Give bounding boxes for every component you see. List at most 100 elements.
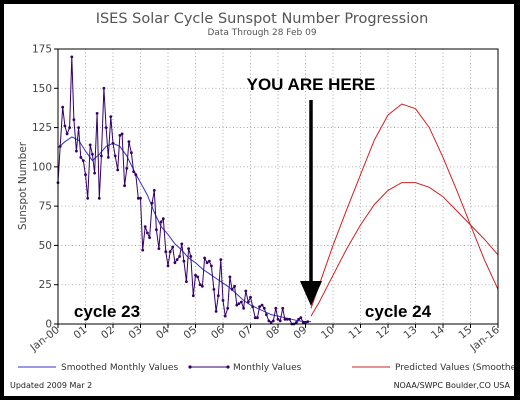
x-tick-label: 15: [456, 324, 474, 342]
x-tick-label: 01: [71, 324, 89, 342]
x-tick-label: 10: [319, 324, 337, 342]
legend-label: Predicted Values (Smoothed): [395, 363, 514, 373]
monthly-value-point: [141, 248, 145, 252]
monthly-value-point: [283, 317, 287, 321]
chart-subtitle: Data Through 28 Feb 09: [207, 28, 316, 38]
x-tick-label: 04: [154, 324, 172, 342]
monthly-value-point: [102, 86, 106, 90]
monthly-value-point: [175, 258, 179, 261]
monthly-value-point: [139, 196, 142, 200]
monthly-value-point: [244, 289, 248, 293]
x-tick-label: Jan-16: [467, 324, 502, 355]
monthly-value-point: [143, 225, 147, 229]
monthly-value-point: [306, 320, 310, 323]
monthly-value-point: [77, 126, 80, 129]
monthly-value-point: [265, 313, 268, 316]
monthly-value-point: [95, 112, 99, 115]
cycle-23-label: cycle 23: [74, 302, 140, 321]
chart-title: ISES Solar Cycle Sunspot Number Progress…: [96, 11, 429, 27]
x-tick-label: 07: [236, 324, 254, 342]
chart-frame: ISES Solar Cycle Sunspot Number Progress…: [4, 4, 514, 396]
monthly-value-point: [214, 310, 218, 313]
x-tick-label: 12: [374, 324, 392, 342]
grid-layer: [58, 49, 498, 324]
y-tick-label: 50: [39, 240, 52, 252]
monthly-value-point: [109, 115, 113, 118]
monthly-value-point: [132, 170, 136, 174]
monthly-value-point: [223, 314, 227, 318]
monthly-value-point: [198, 283, 202, 287]
y-tick-label: 0: [45, 319, 52, 331]
monthly-value-point: [221, 299, 225, 302]
monthly-value-point: [72, 118, 76, 122]
monthly-value-point: [271, 319, 275, 323]
monthly-value-point: [210, 264, 213, 268]
series-layer: [56, 55, 499, 326]
monthly-value-point: [93, 171, 96, 175]
monthly-value-point: [65, 132, 69, 136]
monthly-value-point: [278, 319, 282, 323]
plot-area-border: [57, 48, 499, 325]
monthly-value-point: [235, 303, 239, 307]
monthly-value-point: [155, 228, 158, 232]
monthly-value-point: [274, 306, 278, 310]
smoothed-monthly-values-line: [57, 136, 311, 323]
monthly-value-point: [173, 261, 177, 265]
monthly-value-point: [189, 255, 193, 258]
monthly-value-point: [70, 55, 74, 59]
y-tick-label: 100: [32, 161, 52, 173]
monthly-value-point: [187, 247, 191, 251]
monthly-value-point: [159, 220, 163, 224]
monthly-value-point: [104, 126, 108, 129]
y-tick-label: 75: [39, 201, 52, 213]
monthly-value-point: [150, 201, 154, 205]
monthly-value-point: [68, 126, 71, 129]
y-tick-label: 150: [32, 83, 52, 95]
monthly-value-point: [118, 134, 122, 137]
monthly-value-point: [249, 295, 252, 299]
monthly-value-point: [216, 294, 220, 298]
monthly-value-point: [207, 259, 211, 263]
monthly-value-point: [203, 256, 207, 260]
monthly-value-point: [240, 300, 243, 304]
monthly-value-point: [201, 284, 204, 288]
sunspot-chart: ISES Solar Cycle Sunspot Number Progress…: [10, 11, 514, 390]
monthly-value-point: [58, 145, 62, 148]
monthly-value-point: [299, 316, 303, 320]
monthly-value-point: [301, 321, 305, 324]
monthly-value-point: [81, 159, 85, 163]
monthly-value-point: [196, 275, 200, 279]
credit-text: NOAA/SWPC Boulder,CO USA: [394, 381, 511, 390]
y-axis-label: Sunspot Number: [17, 141, 29, 230]
monthly-value-point: [182, 259, 186, 263]
x-tick-label: 09: [291, 324, 309, 342]
monthly-value-point: [106, 156, 110, 159]
monthly-value-point: [100, 154, 103, 158]
monthly-value-point: [276, 317, 280, 321]
monthly-value-point: [161, 217, 165, 221]
x-tick-label: 14: [429, 324, 447, 342]
monthly-value-point: [251, 305, 255, 309]
monthly-value-point: [185, 280, 188, 283]
legend: Smoothed Monthly Values Monthly Values Pre…: [18, 363, 514, 373]
you-are-here-arrow-head: [300, 281, 322, 306]
you-are-here-label: YOU ARE HERE: [247, 75, 376, 94]
predicted-values-smoothed-line: [310, 182, 499, 317]
monthly-value-point: [130, 151, 133, 155]
monthly-value-point: [260, 303, 264, 307]
monthly-value-point: [88, 143, 92, 147]
predicted-values-smoothed-line: [310, 103, 499, 309]
monthly-value-point: [97, 196, 101, 200]
monthly-value-point: [180, 242, 184, 246]
monthly-value-point: [226, 306, 230, 310]
x-tick-label: 08: [264, 324, 282, 342]
monthly-value-point: [178, 255, 182, 258]
monthly-value-point: [120, 132, 124, 136]
monthly-value-point: [125, 167, 129, 170]
x-tick-label: 13: [401, 324, 419, 342]
monthly-value-point: [262, 306, 266, 310]
monthly-value-point: [297, 317, 300, 321]
updated-date: Updated 2009 Mar 2: [10, 381, 92, 390]
monthly-value-point: [267, 319, 271, 323]
monthly-value-point: [237, 302, 241, 305]
